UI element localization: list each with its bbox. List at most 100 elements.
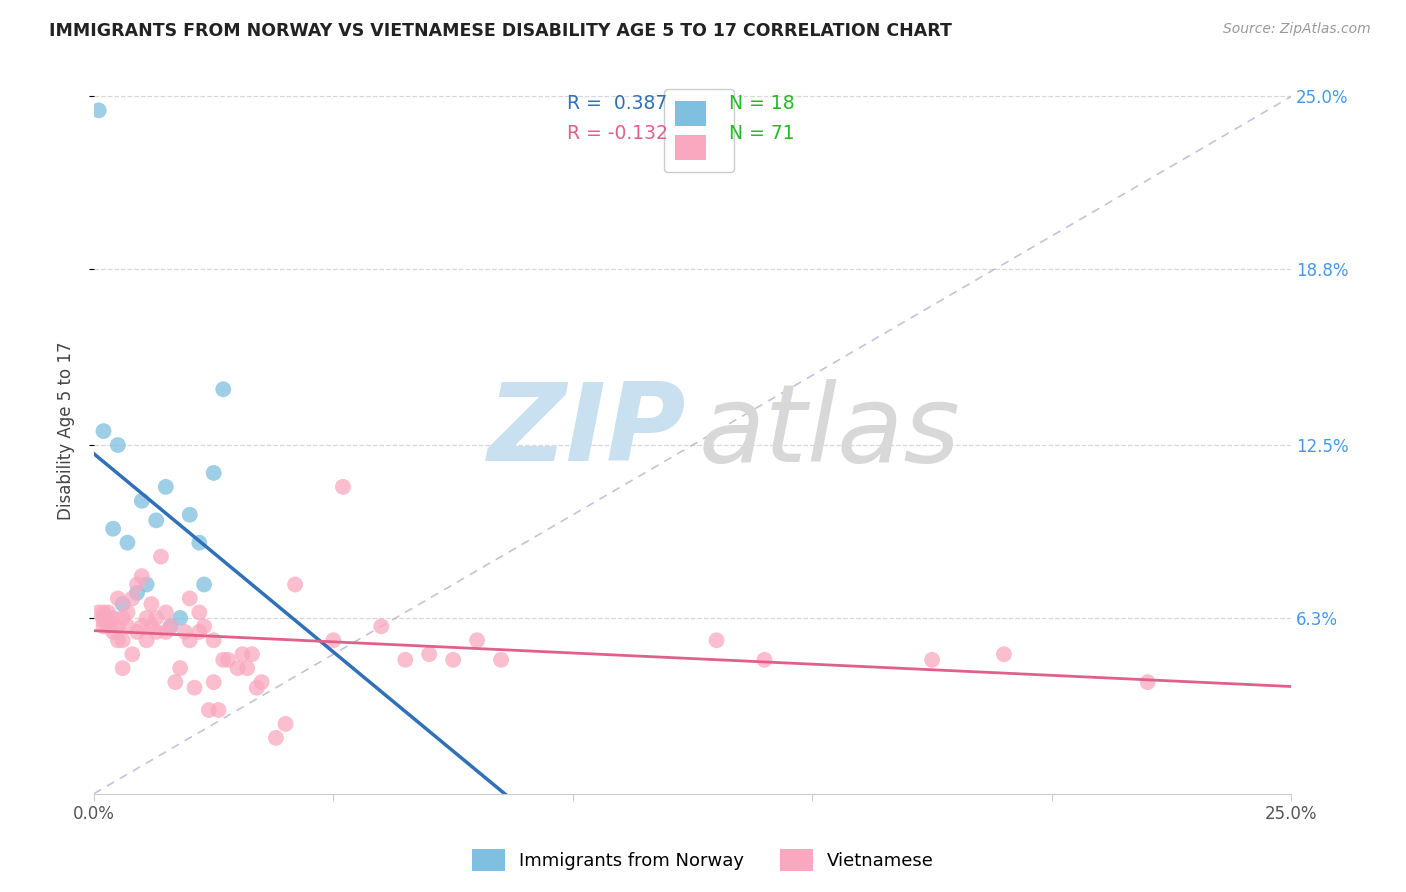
Point [217,653,239,667]
Text: N = 71: N = 71 [728,124,794,144]
Point [240,647,263,661]
Point [236,661,259,675]
Point [169,661,191,675]
Point [107,633,129,648]
Point [441,653,464,667]
Y-axis label: Disability Age 5 to 17: Disability Age 5 to 17 [58,342,75,520]
Point [202,466,225,480]
Point [93,606,115,620]
Point [179,508,201,522]
Point [159,619,181,633]
Point [87,606,110,620]
Point [135,577,157,591]
Point [155,606,177,620]
Point [322,633,344,648]
Point [921,653,943,667]
Point [188,535,211,549]
Point [489,653,512,667]
Point [193,577,215,591]
Point [111,661,134,675]
Legend: , : , [664,89,734,172]
Text: R = -0.132: R = -0.132 [567,124,668,144]
Point [117,619,139,633]
Point [155,480,177,494]
Point [97,606,120,620]
Point [159,619,181,633]
Point [231,647,253,661]
Text: ZIP: ZIP [488,378,686,484]
Point [183,681,205,695]
Point [141,597,163,611]
Point [97,619,120,633]
Point [117,535,139,549]
Point [93,619,115,633]
Point [754,653,776,667]
Point [111,597,134,611]
Point [145,513,167,527]
Point [212,653,235,667]
Point [188,606,211,620]
Point [149,549,172,564]
Point [418,647,440,661]
Point [111,611,134,625]
Point [93,424,115,438]
Point [706,633,728,648]
Point [174,624,197,639]
Point [125,624,148,639]
Point [121,647,143,661]
Point [97,614,120,628]
Point [145,624,167,639]
Point [93,611,115,625]
Point [107,619,129,633]
Point [117,606,139,620]
Point [179,633,201,648]
Point [131,619,153,633]
Point [188,624,211,639]
Point [169,611,191,625]
Point [202,633,225,648]
Legend: Immigrants from Norway, Vietnamese: Immigrants from Norway, Vietnamese [465,842,941,879]
Point [87,103,110,118]
Point [246,681,269,695]
Point [394,653,416,667]
Point [121,591,143,606]
Point [93,614,115,628]
Point [155,624,177,639]
Text: R =  0.387: R = 0.387 [567,94,668,112]
Point [125,586,148,600]
Point [465,633,488,648]
Text: Source: ZipAtlas.com: Source: ZipAtlas.com [1223,22,1371,37]
Point [1136,675,1159,690]
Point [207,703,229,717]
Text: IMMIGRANTS FROM NORWAY VS VIETNAMESE DISABILITY AGE 5 TO 17 CORRELATION CHART: IMMIGRANTS FROM NORWAY VS VIETNAMESE DIS… [49,22,952,40]
Point [135,611,157,625]
Point [212,382,235,396]
Point [193,619,215,633]
Point [226,661,249,675]
Point [165,675,187,690]
Point [111,633,134,648]
Point [332,480,354,494]
Point [198,703,221,717]
Point [145,611,167,625]
Point [131,569,153,583]
Point [250,675,273,690]
Point [274,717,297,731]
Point [993,647,1015,661]
Point [202,675,225,690]
Point [264,731,287,745]
Point [135,633,157,648]
Point [101,624,124,639]
Point [179,591,201,606]
Point [284,577,307,591]
Point [107,438,129,452]
Point [141,619,163,633]
Text: atlas: atlas [699,378,960,483]
Point [107,591,129,606]
Point [125,577,148,591]
Point [101,522,124,536]
Point [131,493,153,508]
Point [370,619,392,633]
Point [101,611,124,625]
Text: N = 18: N = 18 [728,94,794,112]
